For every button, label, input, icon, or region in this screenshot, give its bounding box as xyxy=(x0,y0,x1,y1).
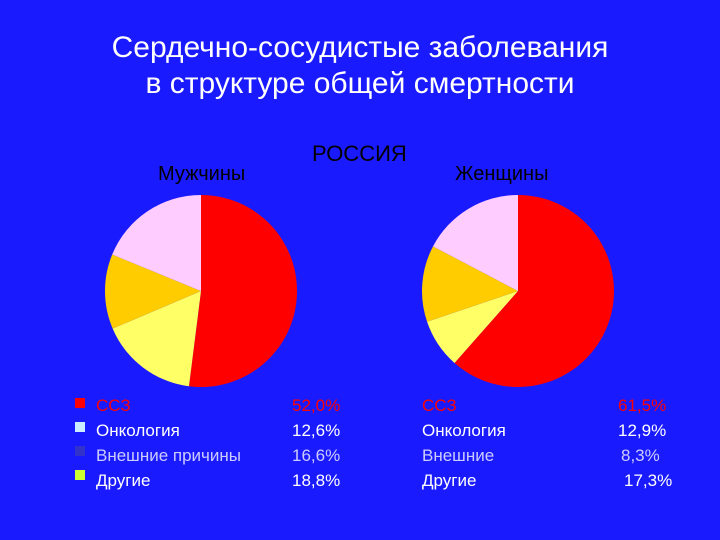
men-pie-slice-1 xyxy=(188,195,298,387)
men-pie-slice-3 xyxy=(104,254,201,329)
men-value-cvd: 52,0% xyxy=(292,396,341,415)
legend-swatch-cvd xyxy=(75,398,85,408)
women-value-other: 17,3% xyxy=(624,471,673,490)
men-value-external: 16,6% xyxy=(292,446,341,465)
men-pie-slice-4 xyxy=(112,194,201,291)
men-legend-label-other: Другие xyxy=(96,471,151,490)
men-legend-label-cvd: ССЗ xyxy=(96,396,131,415)
men-chart-title: Мужчины xyxy=(158,163,246,185)
men-value-oncology: 12,6% xyxy=(292,421,341,440)
legend-swatch-other xyxy=(75,470,85,480)
title-line-1: Сердечно-сосудистые заболевания xyxy=(111,31,609,64)
women-value-oncology: 12,9% xyxy=(618,421,667,440)
title-line-2: в структуре общей смертности xyxy=(145,67,575,100)
legend-swatch-external xyxy=(75,446,85,456)
legend-swatch-oncology xyxy=(75,422,85,432)
men-pie-slice-2 xyxy=(112,291,201,387)
women-legend-label-oncology: Онкология xyxy=(422,421,506,440)
women-legend-label-external: Внешние xyxy=(422,446,495,465)
women-pie-slice-4 xyxy=(433,195,518,291)
men-legend-label-oncology: Онкология xyxy=(96,421,180,440)
women-pie-slice-3 xyxy=(422,246,518,322)
slide-title: Сердечно-сосудистые заболевания в структ… xyxy=(0,30,720,102)
men-value-other: 18,8% xyxy=(292,471,341,490)
women-value-cvd: 61,5% xyxy=(618,396,667,415)
women-value-external: 8,3% xyxy=(621,446,660,465)
women-pie-slice-2 xyxy=(427,291,518,364)
women-legend-label-other: Другие xyxy=(422,471,477,490)
women-pie-slice-1 xyxy=(454,195,614,387)
men-legend-label-external: Внешние причины xyxy=(96,446,241,465)
country-label: РОССИЯ xyxy=(312,141,407,166)
women-chart-title: Женщины xyxy=(455,163,549,185)
women-legend-label-cvd: ССЗ xyxy=(422,396,457,415)
